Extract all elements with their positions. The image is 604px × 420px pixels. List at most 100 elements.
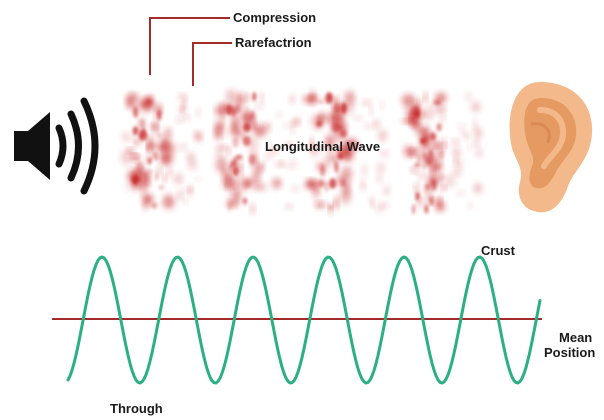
particle-blob bbox=[337, 153, 344, 159]
particle-blob bbox=[183, 199, 188, 204]
particle-blob bbox=[158, 185, 165, 190]
particle-blob bbox=[346, 182, 350, 193]
particle-blob bbox=[384, 186, 390, 195]
particle-blob bbox=[373, 120, 380, 128]
particle-blob bbox=[334, 147, 341, 153]
particle-blob bbox=[429, 196, 434, 206]
particle-blob bbox=[329, 178, 337, 189]
particle-blob bbox=[331, 115, 344, 125]
particle-blob bbox=[456, 190, 465, 196]
particle-blob bbox=[178, 105, 187, 115]
particle-blob bbox=[436, 172, 446, 182]
particle-blob bbox=[340, 178, 346, 188]
particle-blob bbox=[235, 154, 243, 160]
particle-blob bbox=[421, 152, 427, 161]
compression-label: Compression bbox=[233, 10, 317, 25]
particle-blob bbox=[121, 149, 133, 165]
particle-blob bbox=[291, 185, 300, 192]
particle-blob bbox=[403, 94, 416, 111]
particle-blob bbox=[289, 95, 295, 104]
particle-blob bbox=[429, 113, 433, 121]
particle-blob bbox=[164, 127, 172, 139]
particle-blob bbox=[472, 119, 478, 129]
rarefaction-pointer bbox=[192, 42, 232, 86]
particle-blob bbox=[414, 162, 421, 167]
particle-blob bbox=[180, 143, 187, 151]
particle-blob bbox=[152, 151, 159, 161]
particle-blob bbox=[174, 173, 183, 185]
particle-blob bbox=[186, 152, 195, 162]
particle-blob bbox=[467, 144, 471, 151]
speaker-icon bbox=[14, 97, 99, 195]
particle-blob bbox=[369, 197, 373, 207]
particle-blob bbox=[440, 109, 446, 124]
particle-blob bbox=[361, 164, 367, 176]
particle-blob bbox=[412, 105, 420, 117]
particle-blob bbox=[339, 190, 351, 205]
particle-blob bbox=[294, 117, 300, 125]
particle-blob bbox=[177, 190, 183, 200]
particle-blob bbox=[438, 193, 443, 208]
particle-blob bbox=[424, 182, 431, 191]
particle-blob bbox=[411, 167, 418, 173]
particle-blob bbox=[474, 127, 482, 138]
particle-blob bbox=[317, 179, 325, 188]
particle-blob bbox=[290, 123, 295, 135]
particle-blob bbox=[133, 138, 139, 146]
particle-blob bbox=[215, 156, 228, 173]
particle-blob bbox=[286, 204, 292, 210]
particle-blob bbox=[435, 138, 441, 148]
particle-blob bbox=[310, 90, 315, 105]
particle-blob bbox=[154, 172, 159, 181]
particle-blob bbox=[414, 119, 421, 135]
particle-blob bbox=[284, 122, 291, 129]
particle-blob bbox=[215, 105, 222, 117]
particle-blob bbox=[269, 147, 277, 154]
particle-blob bbox=[157, 166, 162, 174]
particle-blob bbox=[423, 152, 437, 166]
particle-blob bbox=[232, 136, 240, 148]
particle-blob bbox=[417, 99, 422, 108]
particle-blob bbox=[437, 149, 445, 160]
particle-blob bbox=[468, 202, 473, 209]
particle-blob bbox=[272, 178, 281, 189]
particle-blob bbox=[167, 164, 172, 178]
particle-blob bbox=[225, 106, 234, 116]
particle-blob bbox=[346, 91, 355, 103]
particle-blob bbox=[139, 130, 149, 141]
particle-blob bbox=[325, 134, 334, 151]
particle-blob bbox=[316, 99, 325, 105]
particle-blob bbox=[474, 183, 482, 194]
particle-blob bbox=[143, 194, 153, 205]
particle-blob bbox=[308, 116, 314, 127]
particle-blob bbox=[258, 163, 264, 171]
particle-blob bbox=[133, 188, 139, 193]
particle-blob bbox=[196, 107, 201, 118]
particle-blob bbox=[151, 202, 158, 209]
particle-blob bbox=[222, 181, 233, 189]
particle-blob bbox=[345, 138, 358, 151]
mean-position-label: Mean Position bbox=[544, 330, 595, 360]
particle-blob bbox=[380, 102, 384, 109]
particle-blob bbox=[264, 155, 272, 160]
particle-blob bbox=[415, 191, 420, 201]
particle-blob bbox=[162, 194, 175, 209]
particle-blob bbox=[276, 161, 286, 167]
particle-blob bbox=[183, 95, 187, 107]
particle-blob bbox=[429, 148, 433, 157]
particle-blob bbox=[227, 148, 231, 154]
particle-blob bbox=[194, 131, 202, 139]
particle-blob bbox=[285, 142, 293, 148]
particle-blob bbox=[423, 92, 428, 103]
particle-blob bbox=[147, 157, 152, 165]
ear-icon bbox=[509, 82, 593, 213]
particle-blob bbox=[327, 91, 332, 103]
particle-blob bbox=[235, 92, 245, 106]
particle-blob bbox=[252, 121, 257, 132]
particle-blob bbox=[287, 164, 297, 169]
particle-blob bbox=[325, 153, 338, 164]
particle-blob bbox=[377, 173, 383, 184]
particle-blob bbox=[360, 179, 366, 191]
particle-blob bbox=[473, 140, 480, 147]
particle-blob bbox=[418, 171, 426, 180]
